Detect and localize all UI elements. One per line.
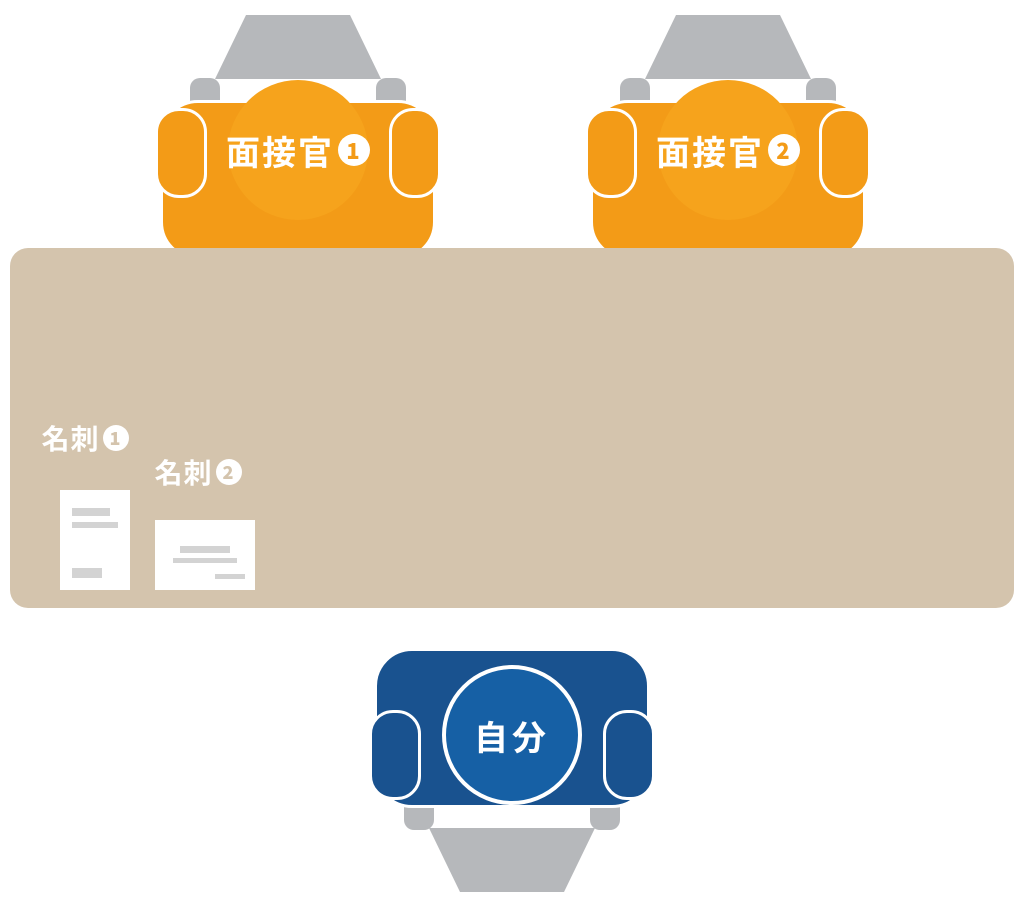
business-card-2-label-text: 名刺 [154,452,212,492]
interviewer-2-label-text: 面接官 [656,126,764,175]
self-label-text: 自分 [474,711,550,760]
interviewer-1-label-text: 面接官 [226,126,334,175]
business-card-2-number-badge: 2 [216,459,242,485]
self-arm-left [369,710,421,800]
interview-seating-diagram: 面接官 1 面接官 2 名刺 1 名刺 2 自分 [0,0,1024,905]
interviewer-2-label: 面接官 2 [608,126,848,174]
self-label: 自分 [432,711,592,759]
interviewer-2-number-badge: 2 [768,134,800,166]
business-card-1-label-text: 名刺 [41,418,99,458]
interviewer-1-label: 面接官 1 [178,126,418,174]
business-card-2-label: 名刺 2 [128,452,268,492]
interviewer-1-number-badge: 1 [338,134,370,166]
business-card-1-icon [60,490,130,590]
business-card-2-icon [155,520,255,590]
self-arm-right [603,710,655,800]
business-card-1-number-badge: 1 [103,425,129,451]
